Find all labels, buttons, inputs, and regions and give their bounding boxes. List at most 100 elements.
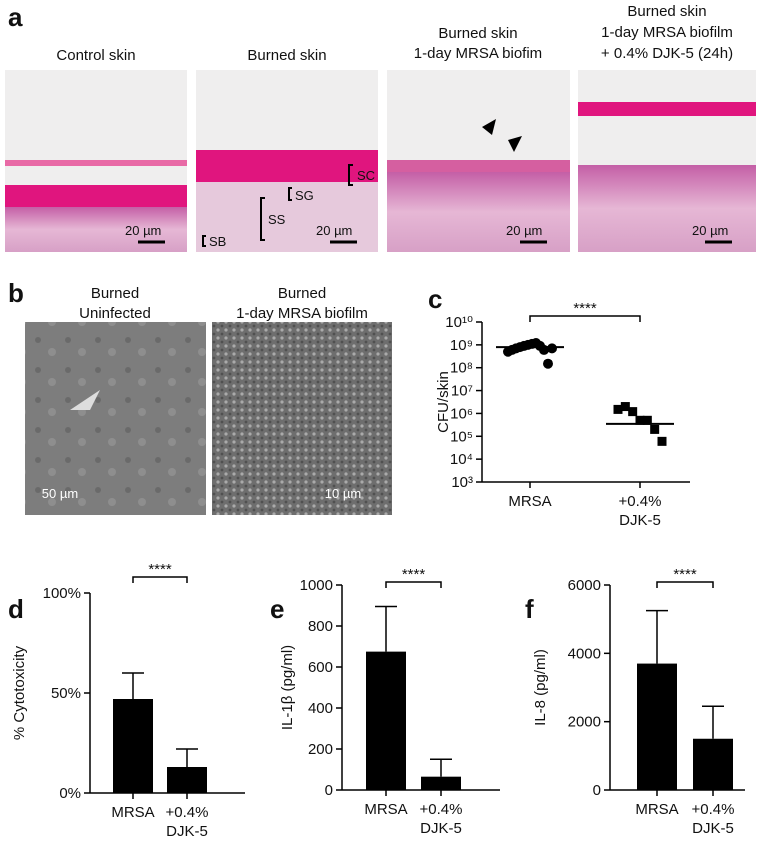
- panel-label: a: [8, 2, 23, 32]
- y-axis-label: CFU/skin: [435, 371, 452, 433]
- y-tick-label: 400: [308, 700, 333, 717]
- image-title: Burned: [278, 285, 326, 302]
- bar: [637, 663, 677, 790]
- y-tick-label: 10⁸: [450, 360, 473, 377]
- panel-label: c: [428, 284, 442, 314]
- significance-bracket: [656, 581, 714, 588]
- image-title: 1-day MRSA biofilm: [236, 305, 368, 322]
- y-axis-label: IL-1β (pg/ml): [279, 645, 296, 730]
- layer-label: SC: [357, 168, 375, 183]
- arrowhead: [482, 119, 522, 152]
- y-tick-label: 10⁴: [450, 451, 473, 468]
- x-tick-label: MRSA: [111, 804, 154, 821]
- tissue: [578, 165, 756, 252]
- point: [547, 343, 557, 354]
- tissue: [5, 160, 187, 166]
- y-tick-label: 6000: [568, 577, 601, 594]
- y-tick-label: 0%: [59, 785, 81, 802]
- bar: [113, 699, 153, 793]
- bar: [366, 651, 406, 790]
- labels: a b c d e f Control skin Burned skin Bur…: [8, 2, 733, 624]
- sem-image: [212, 322, 392, 515]
- image-title: Burned skin: [627, 3, 706, 20]
- y-tick-label: 800: [308, 618, 333, 635]
- point: [635, 415, 645, 425]
- significance-label: ****: [673, 566, 697, 583]
- scale-label: 20 µm: [316, 223, 352, 238]
- bar: [421, 776, 461, 790]
- scale-label: 20 µm: [125, 223, 161, 238]
- image-title: Control skin: [56, 47, 135, 64]
- point: [657, 436, 667, 446]
- point: [650, 424, 660, 434]
- point: [620, 402, 630, 412]
- image-title: 1-day MRSA biofilm: [601, 24, 733, 41]
- image-title: 1-day MRSA biofim: [414, 45, 542, 62]
- y-tick-label: 0: [593, 782, 601, 799]
- sem-image: [25, 322, 206, 515]
- tissue: [578, 102, 756, 116]
- layer-label: SS: [268, 212, 286, 227]
- y-tick-label: 10⁵: [450, 428, 473, 445]
- scale-label: 20 µm: [506, 223, 542, 238]
- tissue: [196, 150, 378, 182]
- bar: [167, 767, 207, 793]
- panel-label: f: [525, 594, 534, 624]
- x-tick-label: MRSA: [508, 493, 551, 510]
- panel-label: e: [270, 594, 284, 624]
- layer-label: SG: [295, 188, 314, 203]
- y-tick-label: 2000: [568, 714, 601, 731]
- debris: [70, 390, 100, 410]
- layer-label: SB: [209, 234, 226, 249]
- scale-label: 20 µm: [692, 223, 728, 238]
- y-tick-label: 10⁷: [451, 383, 473, 400]
- histology-images: [5, 70, 756, 505]
- y-tick-label: 10³: [451, 474, 473, 491]
- image-title: + 0.4% DJK-5 (24h): [601, 45, 733, 62]
- y-tick-label: 0: [325, 782, 333, 799]
- tissue: [5, 185, 187, 207]
- point: [543, 358, 553, 369]
- x-tick-label: +0.4% DJK-5: [619, 493, 662, 529]
- point: [613, 404, 623, 414]
- x-tick-label: +0.4% DJK-5: [420, 801, 463, 837]
- y-tick-label: 200: [308, 741, 333, 758]
- image-title: Burned skin: [247, 47, 326, 64]
- image-title: Burned: [91, 285, 139, 302]
- significance-bracket: [529, 315, 641, 322]
- point: [628, 407, 638, 417]
- y-tick-label: 1000: [300, 577, 333, 594]
- panel-label: b: [8, 278, 24, 308]
- x-tick-label: MRSA: [635, 801, 678, 818]
- x-tick-label: MRSA: [364, 801, 407, 818]
- y-axis-label: % Cytotoxicity: [11, 645, 28, 740]
- y-tick-label: 10⁶: [450, 405, 473, 422]
- y-tick-label: 10¹⁰: [445, 314, 473, 331]
- x-tick-label: +0.4% DJK-5: [692, 801, 735, 837]
- bar: [693, 738, 733, 790]
- tissue: [387, 160, 570, 172]
- layer-brackets: [202, 164, 353, 247]
- significance-bracket: [385, 581, 442, 588]
- y-tick-label: 100%: [43, 585, 81, 602]
- tissue: [387, 172, 570, 252]
- significance-label: ****: [573, 300, 597, 317]
- panel-label: d: [8, 594, 24, 624]
- y-axis-label: IL-8 (pg/ml): [532, 649, 549, 726]
- y-tick-label: 4000: [568, 645, 601, 662]
- tissue: [5, 207, 187, 252]
- significance-bracket: [132, 576, 188, 583]
- significance-label: ****: [402, 566, 426, 583]
- y-tick-label: 600: [308, 659, 333, 676]
- point: [642, 415, 652, 425]
- significance-label: ****: [148, 561, 172, 578]
- scale-label: 50 µm: [42, 486, 78, 501]
- image-title: Uninfected: [79, 305, 151, 322]
- image-title: Burned skin: [438, 25, 517, 42]
- x-tick-label: +0.4% DJK-5: [166, 804, 209, 840]
- scale-label: 10 µm: [325, 486, 361, 501]
- tissue: [196, 182, 378, 252]
- y-tick-label: 10⁹: [450, 337, 473, 354]
- y-tick-label: 50%: [51, 685, 81, 702]
